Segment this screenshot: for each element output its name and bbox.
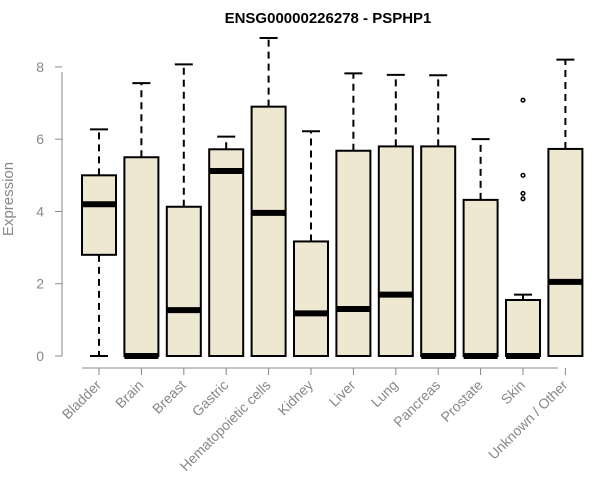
box-rect	[81, 174, 117, 256]
x-tick-label: Kidney	[275, 377, 317, 419]
box-rect	[123, 156, 160, 357]
box-6	[293, 130, 329, 357]
box-9	[420, 74, 457, 359]
box-rect	[335, 149, 372, 357]
x-tick-label: Unknown / Other	[485, 377, 571, 463]
y-axis-label: Expression	[0, 162, 17, 236]
box-10	[462, 138, 499, 359]
y-tick-label: 6	[36, 131, 44, 147]
box-2	[123, 82, 160, 359]
outlier-point	[520, 97, 526, 103]
y-axis-ticks: 0 2 4 6 8	[36, 59, 62, 364]
x-tick-label: Pancreas	[390, 377, 443, 430]
box-8	[377, 73, 414, 357]
chart-title: ENSG00000226278 - PSPHP1	[225, 10, 432, 27]
box-rect	[208, 148, 245, 357]
box-4	[208, 135, 245, 357]
box-rect	[377, 145, 414, 357]
x-tick-label: Liver	[326, 377, 359, 410]
box-rect	[505, 298, 541, 358]
x-tick-label: Breast	[149, 377, 189, 417]
box-11	[505, 97, 541, 359]
box-rect	[293, 240, 329, 357]
x-tick-label: Prostate	[438, 377, 486, 425]
outlier-point	[520, 172, 526, 178]
x-tick-label: Skin	[498, 377, 529, 408]
box-7	[335, 72, 372, 357]
boxes-group	[81, 37, 584, 359]
x-tick-label: Lung	[368, 377, 401, 410]
y-tick-label: 4	[36, 203, 44, 219]
x-tick-label: Bladder	[59, 377, 105, 423]
y-tick-label: 8	[36, 59, 44, 75]
box-rect	[165, 205, 202, 357]
box-rect	[462, 198, 499, 357]
box-3	[165, 63, 202, 357]
box-rect	[420, 145, 457, 357]
y-tick-label: 0	[36, 348, 44, 364]
box-rect	[250, 105, 287, 357]
box-12	[547, 58, 584, 357]
outlier-point	[520, 196, 526, 202]
y-tick-label: 2	[36, 276, 44, 292]
box-5	[250, 37, 287, 357]
x-tick-label: Brain	[112, 377, 146, 411]
outlier-point	[520, 190, 526, 196]
box-rect	[547, 147, 584, 357]
box-1	[81, 128, 117, 357]
